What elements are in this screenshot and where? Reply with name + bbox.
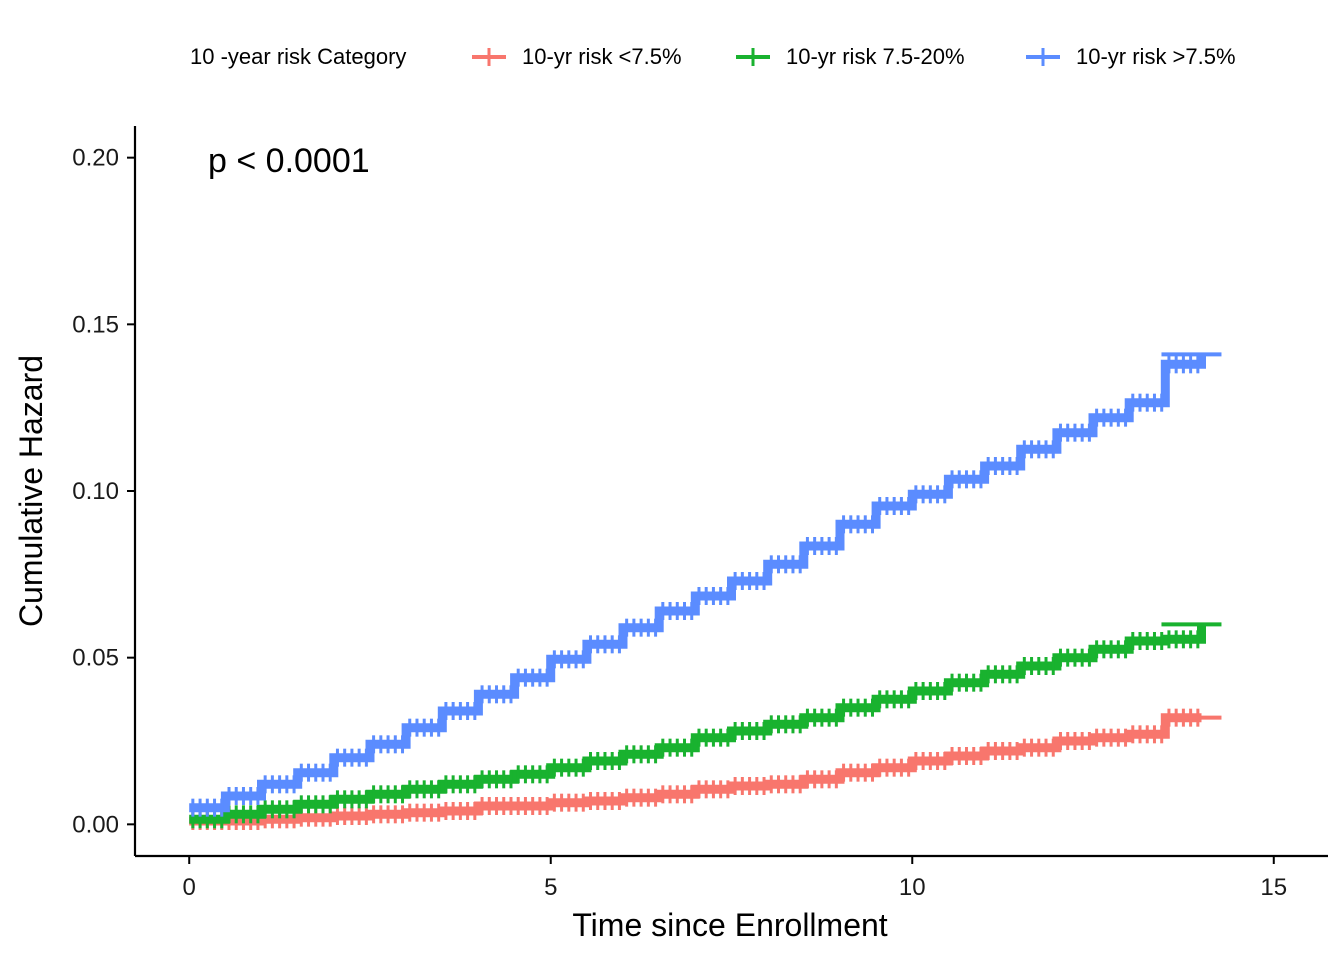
y-tick-label: 0.10 [72,478,119,505]
x-tick-label: 10 [899,874,926,901]
x-tick-label: 0 [183,874,196,901]
legend-item-2: 10-yr risk >7.5% [1026,44,1236,69]
x-tick-label: 15 [1260,874,1287,901]
x-axis-title: Time since Enrollment [572,907,887,943]
legend-label: 10-yr risk <7.5% [522,44,682,69]
series-line [189,713,1202,826]
censor-marks [191,622,1222,829]
series-layer [189,352,1222,830]
legend: 10 -year risk Category 10-yr risk <7.5% 1… [190,44,1236,69]
plot-area: 0 5 10 15 0.00 0.05 0.10 0.15 0.20 p < 0.0001 [72,126,1328,901]
legend-item-0: 10-yr risk <7.5% [472,44,682,69]
x-axis: 0 5 10 15 [135,854,1328,901]
legend-item-1: 10-yr risk 7.5-20% [736,44,965,69]
y-axis: 0.00 0.05 0.10 0.15 0.20 [72,126,137,856]
legend-label: 10-yr risk >7.5% [1076,44,1236,69]
legend-label: 10-yr risk 7.5-20% [786,44,965,69]
legend-title: 10 -year risk Category [190,44,406,69]
y-tick-label: 0.15 [72,311,119,338]
p-value-annotation: p < 0.0001 [208,142,370,180]
y-tick-label: 0.20 [72,145,119,172]
y-tick-label: 0.00 [72,811,119,838]
series-1 [189,622,1222,829]
x-tick-label: 5 [544,874,557,901]
y-tick-label: 0.05 [72,645,119,672]
y-axis-title: Cumulative Hazard [13,355,49,627]
series-0 [189,708,1222,830]
series-2 [189,352,1222,817]
censor-marks [191,352,1222,817]
